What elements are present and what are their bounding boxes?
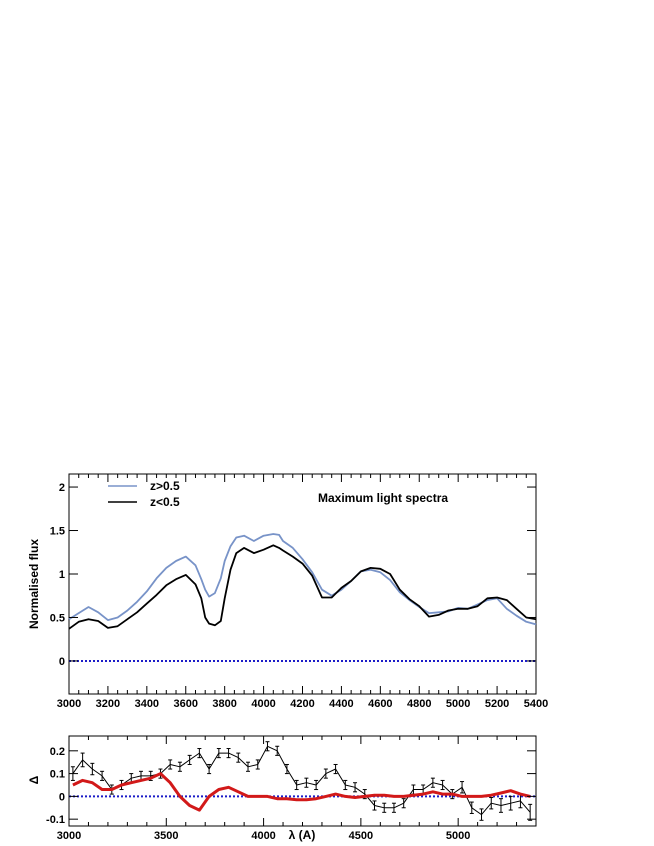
delta-axis-label: Δ — [27, 775, 41, 784]
top-x-tick-label: 3200 — [96, 698, 120, 710]
top-y-tick-label: 2 — [59, 482, 65, 494]
top-x-tick-label: 3800 — [212, 698, 236, 710]
top-panel: 3000 3200 3400 3600 3800 4000 4200 4400 4600 4800… — [27, 473, 548, 710]
top-x-tick-label: 3400 — [135, 698, 159, 710]
top-x-tick-label: 4200 — [290, 698, 314, 710]
x-axis-label: λ (A) — [289, 828, 316, 842]
top-x-tick-label: 3600 — [174, 698, 198, 710]
bottom-x-tick-label: 3000 — [57, 830, 81, 842]
chart-title: Maximum light spectra — [318, 491, 448, 505]
top-y-tick-label: 0 — [59, 656, 65, 668]
top-x-tick-label: 4600 — [368, 698, 392, 710]
bottom-series-1-line — [72, 772, 531, 812]
top-x-tick-label: 5400 — [524, 698, 548, 710]
top-y-tick-label: 1.5 — [50, 526, 65, 538]
top-x-tick-label: 5200 — [485, 698, 509, 710]
bottom-x-tick-label: 4500 — [349, 830, 373, 842]
legend-label-z-gt-0.5: z>0.5 — [150, 479, 180, 493]
bottom-y-tick-label: 0 — [59, 791, 65, 803]
top-y-tick-label: 0.5 — [50, 612, 65, 624]
bottom-y-tick-label: 0.1 — [50, 769, 65, 781]
top-series-z-0-5-line — [68, 544, 537, 630]
bottom-panel: 3000 3500 4000 4500 5000 -0.1 0 0.1 0.2 λ (A) Δ — [27, 735, 537, 842]
bottom-x-tick-label: 5000 — [446, 830, 470, 842]
legend-label-z-lt-0.5: z<0.5 — [150, 495, 180, 509]
bottom-x-tick-label: 3500 — [154, 830, 178, 842]
top-x-tick-label: 4000 — [251, 698, 275, 710]
top-y-tick-label: 1 — [59, 569, 65, 581]
top-x-tick-label: 4400 — [329, 698, 353, 710]
y-axis-label: Normalised flux — [27, 539, 41, 629]
top-x-tick-label: 4800 — [407, 698, 431, 710]
bottom-x-tick-label: 4000 — [251, 830, 275, 842]
bottom-y-tick-label: 0.2 — [50, 746, 65, 758]
bottom-y-tick-label: -0.1 — [46, 814, 65, 826]
legend: z>0.5 z<0.5 — [108, 479, 180, 509]
top-x-tick-label: 5000 — [446, 698, 470, 710]
top-x-tick-label: 3000 — [57, 698, 81, 710]
